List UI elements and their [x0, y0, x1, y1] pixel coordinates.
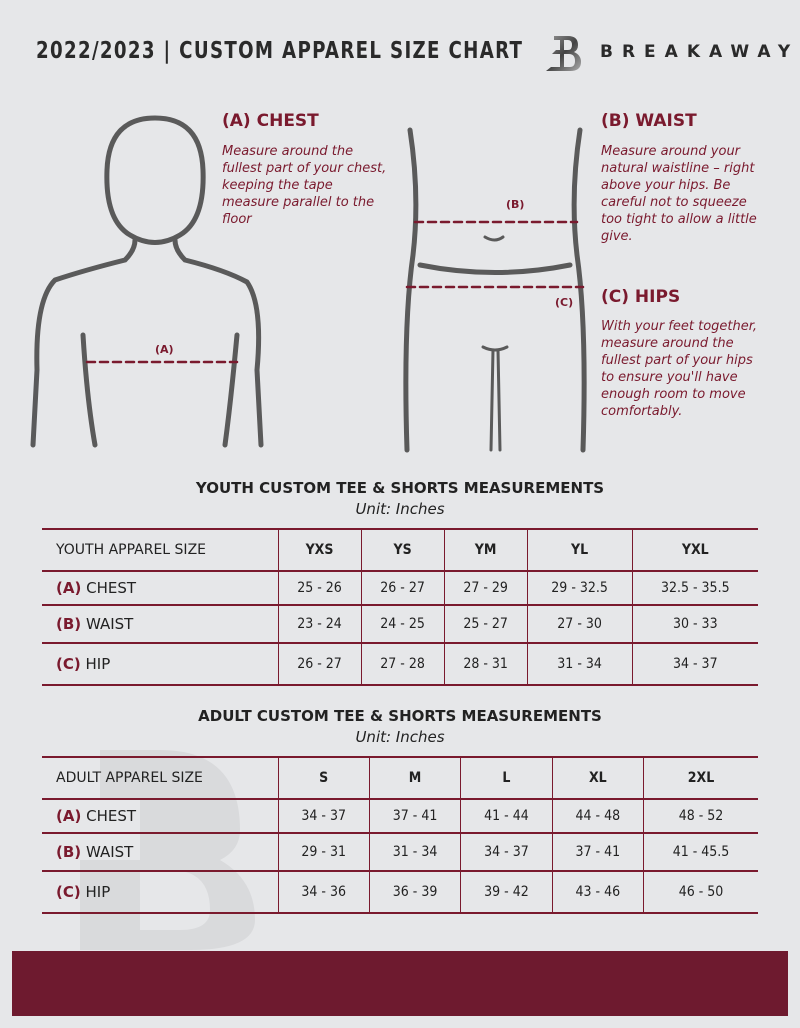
brand-name: BREAKAWAY — [600, 42, 800, 62]
table-cell: 48 - 52 — [643, 798, 758, 834]
table-cell: 36 - 39 — [368, 870, 461, 914]
adult-size-table: ADULT APPAREL SIZE S M L XL 2XL (A) CHEST 34 - … — [42, 756, 758, 914]
table-cell: 27 - 30 — [526, 604, 633, 644]
hips-description: With your feet together, measure around … — [601, 319, 758, 419]
table-header-row: ADULT APPAREL SIZE S M L XL 2XL — [42, 756, 758, 800]
table-cell: 31 - 34 — [368, 832, 461, 872]
table-cell: 25 - 26 — [277, 570, 362, 606]
youth-unit: Unit: Inches — [355, 500, 445, 518]
table-row: (C) HIP 26 - 27 27 - 28 28 - 31 31 - 34 34 - … — [42, 642, 758, 686]
size-column-header: YM — [443, 528, 528, 572]
youth-table-title: YOUTH CUSTOM TEE & SHORTS MEASUREMENTS — [195, 479, 605, 497]
chest-marker: (A) — [155, 343, 174, 356]
table-cell: 29 - 31 — [277, 832, 370, 872]
upper-body-illustration — [30, 115, 264, 448]
row-label: (B) WAIST — [42, 604, 278, 644]
table-cell: 34 - 37 — [631, 642, 758, 686]
size-column-header: YL — [526, 528, 633, 572]
table-row: (C) HIP 34 - 36 36 - 39 39 - 42 43 - 46 46 - … — [42, 870, 758, 914]
table-cell: 34 - 37 — [460, 832, 553, 872]
lower-body-illustration — [403, 127, 587, 453]
waist-heading: (B) WAIST — [601, 111, 697, 131]
hips-heading: (C) HIPS — [601, 287, 681, 307]
table-cell: 44 - 48 — [551, 798, 644, 834]
table-row: (A) CHEST 25 - 26 26 - 27 27 - 29 29 - 32.5 3… — [42, 570, 758, 606]
page-title: 2022/2023 | CUSTOM APPAREL SIZE CHART — [36, 38, 524, 64]
table-cell: 27 - 28 — [360, 642, 445, 686]
adult-table-title: ADULT CUSTOM TEE & SHORTS MEASUREMENTS — [198, 707, 602, 725]
table-header-row: YOUTH APPAREL SIZE YXS YS YM YL YXL — [42, 528, 758, 572]
table-cell: 37 - 41 — [368, 798, 461, 834]
table-cell: 37 - 41 — [551, 832, 644, 872]
hips-marker: (C) — [555, 296, 574, 309]
youth-size-table: YOUTH APPAREL SIZE YXS YS YM YL YXL (A) CHEST 2… — [42, 528, 758, 686]
size-column-header: YS — [360, 528, 445, 572]
waist-description: Measure around your natural waistline – … — [601, 144, 757, 244]
row-name: WAIST — [85, 615, 134, 633]
row-label: (A) CHEST — [42, 798, 278, 834]
size-column-header: XL — [551, 756, 644, 800]
table-cell: 32.5 - 35.5 — [631, 570, 758, 606]
row-name: CHEST — [86, 807, 137, 825]
row-name: HIP — [85, 883, 111, 901]
row-name: WAIST — [85, 843, 134, 861]
table-cell: 23 - 24 — [277, 604, 362, 644]
row-label: (C) HIP — [42, 870, 278, 914]
table-cell: 27 - 29 — [443, 570, 528, 606]
size-column-header: M — [368, 756, 461, 800]
table-cell: 34 - 36 — [277, 870, 370, 914]
row-letter: (A) — [56, 579, 82, 597]
size-column-header: YXS — [277, 528, 362, 572]
table-cell: 31 - 34 — [526, 642, 633, 686]
table-cell: 26 - 27 — [360, 570, 445, 606]
row-letter: (A) — [56, 807, 82, 825]
table-cell: 24 - 25 — [360, 604, 445, 644]
table-cell: 43 - 46 — [551, 870, 644, 914]
chest-heading: (A) CHEST — [222, 111, 319, 131]
row-label: (C) HIP — [42, 642, 278, 686]
row-letter: (C) — [56, 655, 81, 673]
waist-marker: (B) — [506, 198, 525, 211]
row-name: HIP — [85, 655, 111, 673]
table-cell: 39 - 42 — [460, 870, 553, 914]
chest-description: Measure around the fullest part of your … — [222, 144, 387, 227]
table-cell: 26 - 27 — [277, 642, 362, 686]
table-cell: 46 - 50 — [643, 870, 758, 914]
size-column-header: 2XL — [643, 756, 758, 800]
size-header: ADULT APPAREL SIZE — [42, 756, 278, 800]
table-cell: 29 - 32.5 — [526, 570, 633, 606]
row-label: (B) WAIST — [42, 832, 278, 872]
row-letter: (B) — [56, 843, 82, 861]
breakaway-logo-icon — [546, 36, 581, 71]
size-header: YOUTH APPAREL SIZE — [42, 528, 278, 572]
table-cell: 30 - 33 — [631, 604, 758, 644]
row-letter: (C) — [56, 883, 81, 901]
table-row: (B) WAIST 23 - 24 24 - 25 25 - 27 27 - 30 30 … — [42, 604, 758, 644]
table-cell: 34 - 37 — [277, 798, 370, 834]
table-row: (B) WAIST 29 - 31 31 - 34 34 - 37 37 - 41 41 … — [42, 832, 758, 872]
footer-bar — [12, 951, 788, 1016]
adult-unit: Unit: Inches — [355, 728, 445, 746]
row-name: CHEST — [86, 579, 137, 597]
size-column-header: YXL — [631, 528, 758, 572]
table-row: (A) CHEST 34 - 37 37 - 41 41 - 44 44 - 48 48 … — [42, 798, 758, 834]
row-letter: (B) — [56, 615, 82, 633]
table-cell: 41 - 45.5 — [643, 832, 758, 872]
size-column-header: S — [277, 756, 370, 800]
table-cell: 41 - 44 — [460, 798, 553, 834]
row-label: (A) CHEST — [42, 570, 278, 606]
size-column-header: L — [460, 756, 553, 800]
table-cell: 25 - 27 — [443, 604, 528, 644]
table-cell: 28 - 31 — [443, 642, 528, 686]
